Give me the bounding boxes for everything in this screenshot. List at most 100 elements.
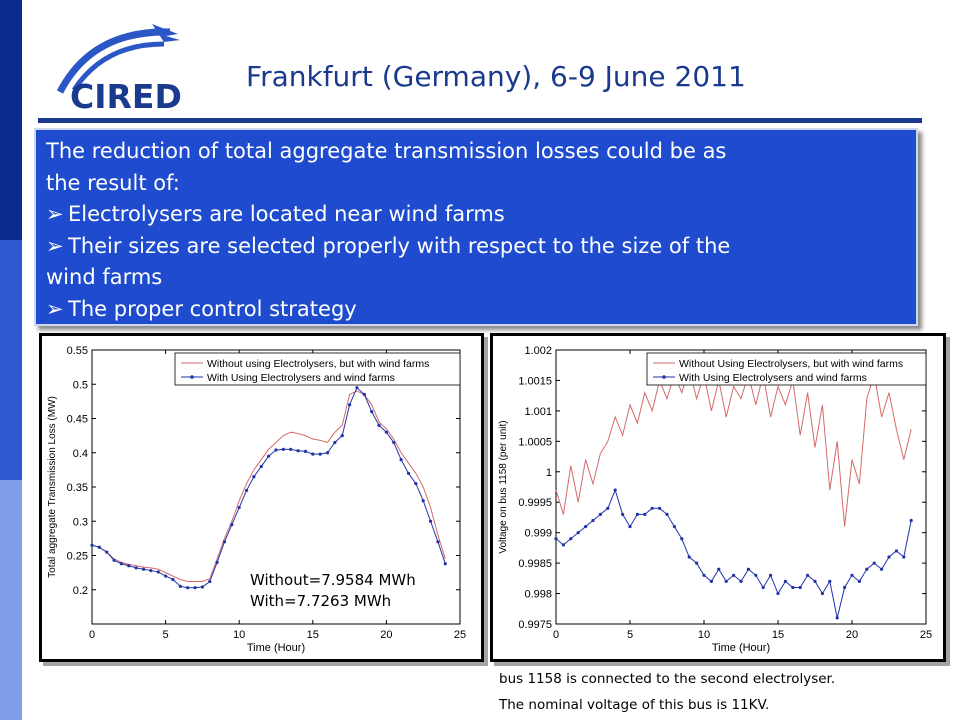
- x-tick-label: 20: [380, 629, 392, 641]
- x-tick-label: 10: [233, 629, 245, 641]
- y-tick-label: 0.45: [67, 414, 88, 426]
- data-point: [680, 537, 684, 541]
- data-point: [613, 488, 617, 492]
- data-point: [732, 573, 736, 577]
- x-tick-label: 0: [553, 629, 559, 641]
- bullet-item-2-cont: wind farms: [46, 265, 163, 289]
- data-point: [591, 518, 595, 523]
- data-point: [843, 585, 847, 590]
- arrow-bullet-icon: ➢: [46, 202, 64, 226]
- data-point: [127, 564, 131, 568]
- logo-text: CIRED: [70, 77, 182, 116]
- bullet-item-3: ➢ The proper control strategy: [46, 294, 906, 326]
- data-point: [894, 549, 898, 553]
- data-point: [296, 449, 300, 453]
- data-point: [776, 591, 780, 596]
- data-point: [672, 524, 676, 529]
- data-point: [355, 386, 359, 390]
- data-point: [237, 505, 241, 510]
- data-point: [576, 531, 580, 535]
- data-point: [259, 464, 263, 469]
- data-point: [695, 561, 699, 565]
- data-point: [628, 524, 632, 529]
- y-tick-label: 1.001: [524, 406, 552, 418]
- y-tick-label: 0.25: [67, 551, 88, 563]
- y-tick-label: 0.5: [73, 379, 88, 391]
- bullet-item-1-text: Electrolysers are located near wind farm…: [68, 202, 505, 226]
- series-1: [555, 366, 912, 527]
- x-axis-label: Time (Hour): [247, 642, 305, 654]
- data-point: [724, 579, 728, 583]
- data-point: [820, 591, 824, 596]
- y-tick-label: 1.002: [524, 345, 552, 357]
- intro-line-1: The reduction of total aggregate transmi…: [46, 139, 727, 163]
- data-point: [215, 560, 219, 564]
- data-point: [414, 481, 418, 486]
- y-tick-label: 0.9985: [518, 558, 552, 570]
- y-tick-label: 0.4: [73, 448, 88, 460]
- y-tick-label: 1: [546, 467, 552, 479]
- data-point: [621, 512, 625, 516]
- legend: Without using Electrolysers, but with wi…: [174, 352, 461, 386]
- data-point: [303, 449, 308, 453]
- voltage-chart-frame: 0 5 10 15 20 25 0.9975 0.998 0.9985 0.999 0.9995 1 1…: [490, 333, 946, 662]
- y-tick-label: 0.9975: [518, 619, 552, 631]
- data-point: [119, 562, 124, 566]
- y-tick-label: 0.55: [67, 345, 88, 357]
- data-point: [769, 573, 773, 577]
- bus-caption: bus 1158 is connected to the second elec…: [499, 666, 835, 718]
- data-point: [208, 579, 212, 584]
- data-point: [909, 518, 913, 523]
- data-point: [828, 579, 832, 583]
- side-stripe-dark: [0, 0, 22, 240]
- series-line: [555, 366, 912, 527]
- data-point: [399, 458, 403, 462]
- data-point: [902, 555, 906, 559]
- arrow-bullet-icon: ➢: [46, 233, 64, 258]
- data-point: [325, 451, 330, 455]
- data-point: [806, 573, 810, 577]
- legend-label: Without Using Electrolysers, but with wi…: [679, 358, 903, 370]
- series-2: [90, 386, 447, 590]
- bullet-item-2-text: Their sizes are selected properly with r…: [68, 233, 731, 258]
- legend-marker: [662, 375, 666, 379]
- data-point: [857, 579, 861, 583]
- cired-logo-art: CIRED: [56, 24, 194, 116]
- title-divider: [38, 118, 922, 123]
- legend-label: With Using Electrolysers and wind farms: [207, 372, 395, 384]
- data-point: [244, 488, 249, 493]
- data-point: [164, 574, 168, 578]
- x-tick-label: 5: [163, 629, 169, 641]
- data-point: [865, 567, 869, 571]
- data-point: [798, 585, 802, 590]
- data-point: [687, 555, 691, 559]
- data-point: [274, 448, 278, 452]
- intro-line-2: the result of:: [46, 170, 180, 195]
- data-point: [569, 537, 573, 541]
- series-1: [91, 390, 446, 583]
- y-tick-label: 0.2: [73, 585, 88, 597]
- data-point: [97, 545, 101, 549]
- data-point: [561, 543, 565, 547]
- cired-logo: CIRED: [52, 20, 234, 120]
- x-tick-label: 10: [698, 629, 710, 641]
- x-tick-label: 15: [307, 629, 319, 641]
- data-point: [171, 577, 175, 582]
- data-point: [348, 403, 352, 407]
- data-point: [665, 512, 669, 516]
- findings-box: The reduction of total aggregate transmi…: [34, 128, 918, 326]
- y-tick-label: 1.0005: [518, 436, 552, 448]
- loss-chart: 0 5 10 15 20 25 0.2 0.25 0.3 0.35 0.4 0.45 0.5 0.55 Ti…: [47, 345, 466, 654]
- data-point: [443, 562, 447, 566]
- caption-line-1: bus 1158 is connected to the second elec…: [499, 671, 836, 687]
- x-tick-label: 25: [454, 629, 466, 641]
- data-point: [835, 616, 839, 620]
- data-point: [222, 540, 227, 544]
- data-point: [200, 585, 204, 589]
- data-point: [709, 579, 713, 583]
- data-point: [754, 573, 758, 577]
- legend-label: Without using Electrolysers, but with wi…: [207, 358, 429, 370]
- data-point: [739, 579, 743, 583]
- legend: Without Using Electrolysers, but with wi…: [646, 352, 927, 386]
- data-point: [318, 452, 322, 456]
